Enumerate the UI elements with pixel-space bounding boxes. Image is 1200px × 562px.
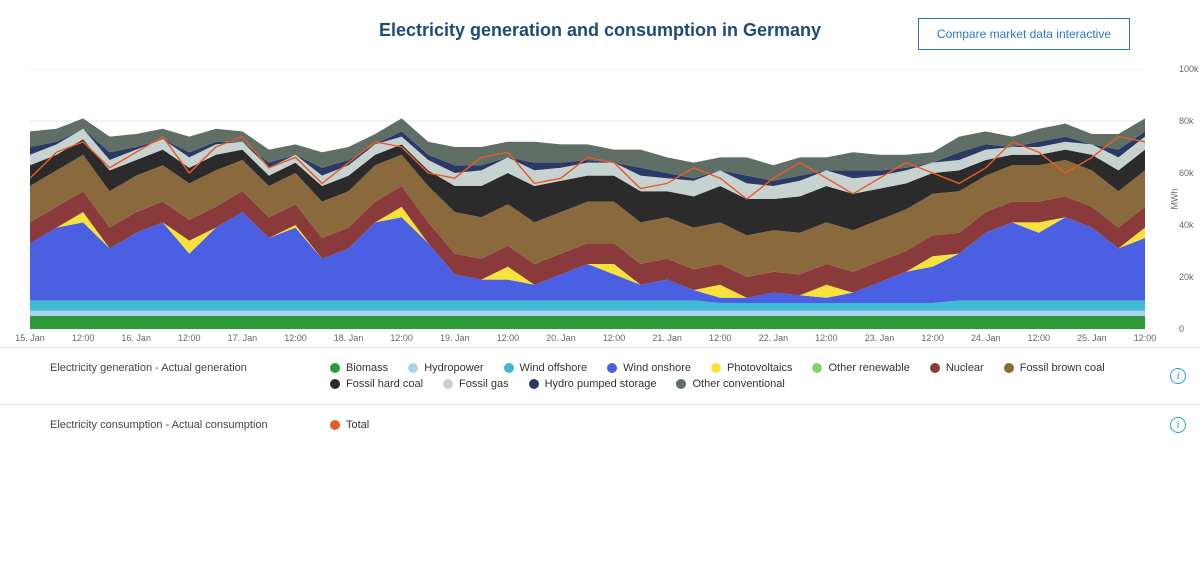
legend-swatch xyxy=(330,363,340,373)
x-tick: 12:00 xyxy=(1028,333,1051,343)
x-tick: 17. Jan xyxy=(228,333,258,343)
legend-generation: Electricity generation - Actual generati… xyxy=(0,347,1200,404)
legend-swatch xyxy=(607,363,617,373)
x-tick: 12:00 xyxy=(709,333,732,343)
legend-swatch xyxy=(408,363,418,373)
legend-label: Fossil gas xyxy=(459,378,509,390)
legend-item[interactable]: Total xyxy=(330,419,369,431)
legend-item[interactable]: Fossil gas xyxy=(443,378,509,390)
legend-label: Other renewable xyxy=(828,362,909,374)
legend-swatch xyxy=(812,363,822,373)
x-tick: 25. Jan xyxy=(1077,333,1107,343)
x-tick: 18. Jan xyxy=(334,333,364,343)
x-tick: 23. Jan xyxy=(865,333,895,343)
legend-swatch xyxy=(930,363,940,373)
legend-swatch xyxy=(711,363,721,373)
x-tick: 20. Jan xyxy=(546,333,576,343)
x-tick: 12:00 xyxy=(72,333,95,343)
legend-label: Fossil hard coal xyxy=(346,378,423,390)
y-tick: 80k xyxy=(1179,116,1194,126)
legend-swatch xyxy=(330,420,340,430)
legend-item[interactable]: Wind offshore xyxy=(504,362,588,374)
x-tick: 24. Jan xyxy=(971,333,1001,343)
legend-swatch xyxy=(529,379,539,389)
y-axis-label: MWh xyxy=(1170,189,1180,210)
x-tick: 12:00 xyxy=(921,333,944,343)
legend-label: Nuclear xyxy=(946,362,984,374)
legend-label: Wind offshore xyxy=(520,362,588,374)
legend-label: Wind onshore xyxy=(623,362,691,374)
x-tick: 12:00 xyxy=(284,333,307,343)
x-tick: 12:00 xyxy=(178,333,201,343)
compare-market-data-button[interactable]: Compare market data interactive xyxy=(918,18,1130,50)
legend-item[interactable]: Other conventional xyxy=(676,378,784,390)
x-tick: 12:00 xyxy=(497,333,520,343)
legend-swatch xyxy=(330,379,340,389)
legend-item[interactable]: Hydropower xyxy=(408,362,483,374)
legend-swatch xyxy=(443,379,453,389)
x-tick: 21. Jan xyxy=(652,333,682,343)
x-tick: 12:00 xyxy=(815,333,838,343)
legend-item[interactable]: Biomass xyxy=(330,362,388,374)
x-tick: 16. Jan xyxy=(121,333,151,343)
legend-item[interactable]: Hydro pumped storage xyxy=(529,378,657,390)
legend-label: Fossil brown coal xyxy=(1020,362,1105,374)
legend-label: Total xyxy=(346,419,369,431)
x-tick: 12:00 xyxy=(1134,333,1157,343)
legend-generation-title: Electricity generation - Actual generati… xyxy=(50,362,330,374)
legend-consumption-items: Total xyxy=(330,419,1150,431)
y-tick: 0 xyxy=(1179,324,1184,334)
x-tick: 19. Jan xyxy=(440,333,470,343)
y-tick: 40k xyxy=(1179,220,1194,230)
legend-item[interactable]: Fossil brown coal xyxy=(1004,362,1105,374)
legend-consumption-title: Electricity consumption - Actual consump… xyxy=(50,419,330,431)
series-hydropower xyxy=(30,311,1145,316)
x-tick: 12:00 xyxy=(603,333,626,343)
legend-swatch xyxy=(504,363,514,373)
legend-item[interactable]: Other renewable xyxy=(812,362,909,374)
x-axis-ticks: 15. Jan12:0016. Jan12:0017. Jan12:0018. … xyxy=(30,333,1145,347)
info-icon[interactable]: i xyxy=(1170,417,1186,433)
x-tick: 12:00 xyxy=(390,333,413,343)
legend-swatch xyxy=(676,379,686,389)
legend-consumption: Electricity consumption - Actual consump… xyxy=(0,404,1200,445)
page-title: Electricity generation and consumption i… xyxy=(379,20,821,41)
legend-item[interactable]: Nuclear xyxy=(930,362,984,374)
legend-item[interactable]: Wind onshore xyxy=(607,362,691,374)
legend-label: Hydro pumped storage xyxy=(545,378,657,390)
legend-item[interactable]: Photovoltaics xyxy=(711,362,792,374)
legend-swatch xyxy=(1004,363,1014,373)
legend-generation-items: Biomass Hydropower Wind offshore Wind onsho… xyxy=(330,362,1150,390)
y-tick: 60k xyxy=(1179,168,1194,178)
info-icon[interactable]: i xyxy=(1170,368,1186,384)
legend-item[interactable]: Fossil hard coal xyxy=(330,378,423,390)
generation-chart: 020k40k60k80k100k MWh xyxy=(30,69,1145,329)
y-tick: 100k xyxy=(1179,64,1199,74)
series-biomass xyxy=(30,316,1145,329)
chart-svg xyxy=(30,69,1145,329)
y-tick: 20k xyxy=(1179,272,1194,282)
x-tick: 22. Jan xyxy=(759,333,789,343)
legend-label: Biomass xyxy=(346,362,388,374)
series-wind-offshore xyxy=(30,300,1145,310)
legend-label: Hydropower xyxy=(424,362,483,374)
legend-label: Photovoltaics xyxy=(727,362,792,374)
x-tick: 15. Jan xyxy=(15,333,45,343)
chart-header: Electricity generation and consumption i… xyxy=(0,0,1200,51)
legend-label: Other conventional xyxy=(692,378,784,390)
